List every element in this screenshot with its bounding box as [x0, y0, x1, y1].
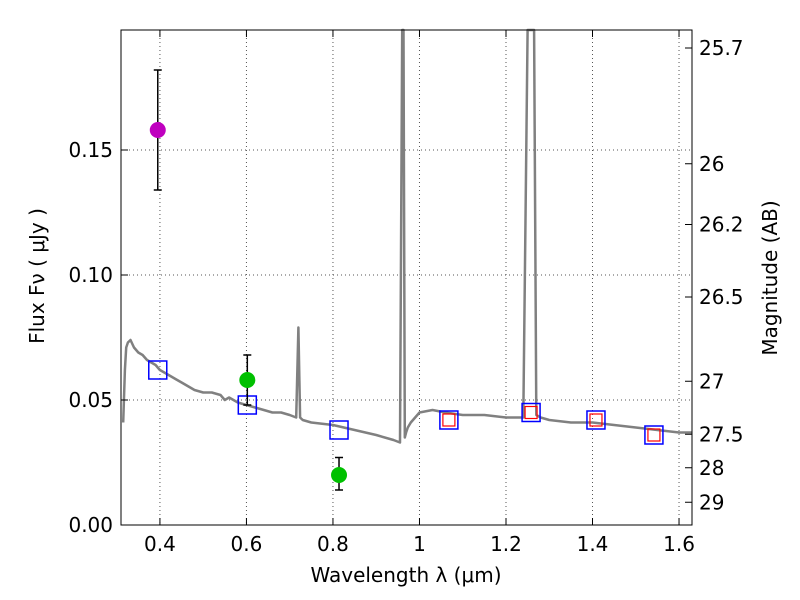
x-tick-label: 1.2 [490, 532, 522, 556]
y-tick-label: 0.00 [68, 513, 113, 537]
x-tick-label: 1 [413, 532, 426, 556]
model-sed-line [121, 28, 692, 444]
y-axis-label: Flux Fν ( μJy ) [25, 208, 49, 344]
x-axis-label: Wavelength λ (μm) [310, 563, 501, 587]
mag-tick-label: 27.5 [699, 422, 744, 446]
observed-photometry-point [239, 372, 256, 388]
observed-photometry-point [442, 413, 456, 427]
grid [121, 30, 692, 525]
mag-tick-label: 28 [699, 456, 724, 480]
model-photometry-point [148, 360, 168, 380]
photometry-markers [148, 69, 664, 491]
observed-photometry-point [589, 413, 603, 427]
model-photometry-point [521, 402, 541, 423]
model-photometry-point [439, 410, 459, 430]
mag-tick-label: 26 [699, 152, 724, 176]
x-tick-label: 0.8 [317, 532, 349, 556]
observed-photometry-point [149, 122, 166, 138]
y2-axis-label: Magnitude (AB) [758, 200, 782, 355]
axis-ticks: 0.4 0.6 0.8 1 1.2 1.4 1.6 0.00 0.05 0.10 0.15 25.7 2… [68, 30, 744, 556]
y-tick-label: 0.10 [68, 263, 113, 287]
observed-photometry-point [647, 428, 661, 442]
x-tick-label: 1.6 [663, 532, 695, 556]
mag-tick-label: 26.2 [699, 213, 744, 237]
model-photometry-point [329, 420, 349, 440]
mag-tick-label: 26.5 [699, 285, 744, 309]
mag-tick-label: 25.7 [699, 36, 744, 60]
y-tick-label: 0.05 [68, 388, 113, 412]
model-sed [121, 28, 692, 444]
model-photometry-point [586, 410, 606, 430]
model-photometry-point [644, 425, 664, 445]
x-tick-label: 0.4 [144, 532, 176, 556]
x-tick-label: 1.4 [577, 532, 609, 556]
plot-frame [120, 29, 693, 526]
mag-tick-label: 27 [699, 369, 724, 393]
observed-photometry-point [331, 467, 348, 483]
observed-photometry-point [524, 405, 538, 420]
y-tick-label: 0.15 [68, 138, 113, 162]
x-tick-label: 0.6 [231, 532, 263, 556]
mag-tick-label: 29 [699, 490, 724, 514]
